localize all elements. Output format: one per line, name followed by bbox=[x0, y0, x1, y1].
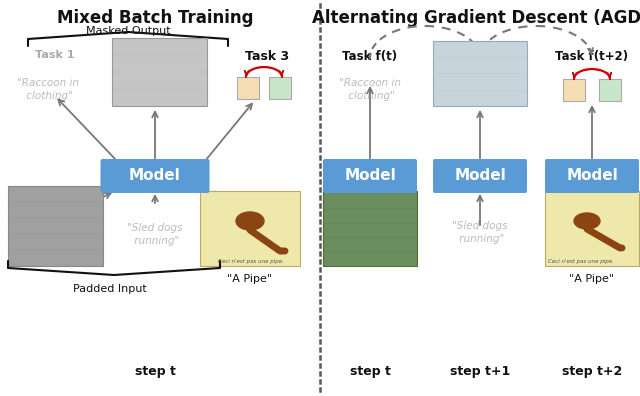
Text: Task f(t+1): Task f(t+1) bbox=[444, 50, 516, 63]
FancyBboxPatch shape bbox=[433, 159, 527, 193]
Text: step t+1: step t+1 bbox=[450, 365, 510, 378]
Text: Ceci n'est pas une pipe.: Ceci n'est pas une pipe. bbox=[548, 259, 614, 264]
FancyBboxPatch shape bbox=[112, 38, 207, 106]
Text: step t+2: step t+2 bbox=[562, 365, 622, 378]
Text: Task 2: Task 2 bbox=[140, 50, 180, 60]
Text: step t: step t bbox=[134, 365, 175, 378]
FancyBboxPatch shape bbox=[545, 159, 639, 193]
FancyBboxPatch shape bbox=[237, 77, 259, 99]
FancyBboxPatch shape bbox=[8, 186, 103, 266]
Text: Task f(t): Task f(t) bbox=[342, 50, 397, 63]
Text: Padded Input: Padded Input bbox=[73, 284, 147, 294]
Text: Task 3: Task 3 bbox=[245, 50, 289, 63]
Text: step t: step t bbox=[349, 365, 390, 378]
Text: Ceci n'est pas une pipe.: Ceci n'est pas une pipe. bbox=[218, 259, 284, 264]
FancyBboxPatch shape bbox=[433, 41, 527, 106]
Text: Model: Model bbox=[566, 169, 618, 183]
Text: "A Pipe": "A Pipe" bbox=[570, 274, 614, 284]
Text: Model: Model bbox=[454, 169, 506, 183]
FancyBboxPatch shape bbox=[563, 79, 585, 101]
FancyBboxPatch shape bbox=[269, 77, 291, 99]
Text: "A Pipe": "A Pipe" bbox=[227, 274, 273, 284]
FancyBboxPatch shape bbox=[599, 79, 621, 101]
FancyBboxPatch shape bbox=[323, 159, 417, 193]
Text: Alternating Gradient Descent (AGD): Alternating Gradient Descent (AGD) bbox=[312, 9, 640, 27]
Ellipse shape bbox=[574, 213, 600, 229]
FancyBboxPatch shape bbox=[200, 191, 300, 266]
Ellipse shape bbox=[236, 212, 264, 230]
Text: Task f(t+2): Task f(t+2) bbox=[556, 50, 628, 63]
FancyBboxPatch shape bbox=[545, 191, 639, 266]
Text: "Sled dogs
 running": "Sled dogs running" bbox=[127, 223, 183, 246]
FancyBboxPatch shape bbox=[323, 191, 417, 266]
Text: Masked Output: Masked Output bbox=[86, 26, 170, 36]
Text: "Raccoon in
 clothing": "Raccoon in clothing" bbox=[339, 78, 401, 101]
Text: "Sled dogs
 running": "Sled dogs running" bbox=[452, 221, 508, 244]
Text: Model: Model bbox=[129, 169, 181, 183]
Text: Model: Model bbox=[344, 169, 396, 183]
Text: Task 1: Task 1 bbox=[35, 50, 75, 60]
Text: Mixed Batch Training: Mixed Batch Training bbox=[57, 9, 253, 27]
FancyBboxPatch shape bbox=[100, 159, 209, 193]
Text: "Raccoon in
 clothing": "Raccoon in clothing" bbox=[17, 78, 79, 101]
